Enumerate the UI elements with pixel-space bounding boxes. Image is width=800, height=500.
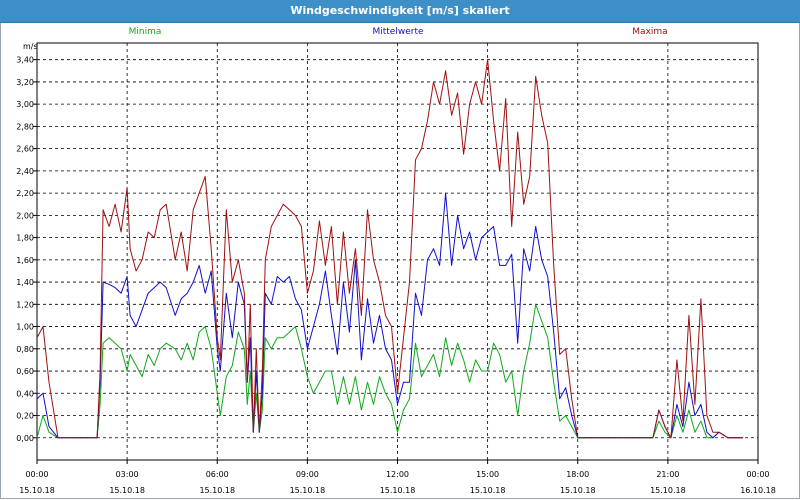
x-tick-time-label: 00:00 [746, 470, 769, 479]
window-title-bar: Windgeschwindigkeit [m/s] skaliert [0, 0, 800, 23]
y-tick-label: 1,00 [16, 323, 34, 332]
x-tick-date-label: 15.10.18 [650, 486, 686, 495]
series-line-minima [36, 303, 743, 439]
y-tick-label: 2,80 [16, 122, 34, 131]
axes: 0,00 0,20 0,40 0,60 0,80 1,00 1,20 1,40 1,60 1,80… [16, 56, 776, 495]
y-tick-label: 1,20 [16, 300, 34, 309]
y-tick-label: 0,60 [16, 367, 34, 376]
y-tick-label: 0,80 [16, 345, 34, 354]
series-line-maxima [36, 59, 743, 439]
y-tick-label: 3,20 [16, 78, 34, 87]
x-tick-time-label: 21:00 [656, 470, 679, 479]
x-tick-time-label: 12:00 [386, 470, 409, 479]
series-line-mittelwerte [36, 192, 743, 439]
x-tick-time-label: 06:00 [206, 470, 229, 479]
legend-entry-mittelwerte: Mittelwerte [372, 27, 423, 37]
y-tick-label: 0,40 [16, 389, 34, 398]
x-tick-time-label: 09:00 [296, 470, 319, 479]
x-tick-time-label: 18:00 [566, 470, 589, 479]
x-tick-time-label: 15:00 [476, 470, 499, 479]
y-tick-label: 2,40 [16, 167, 34, 176]
y-tick-label: 3,00 [16, 100, 34, 109]
x-tick-time-label: 00:00 [25, 470, 48, 479]
x-tick-date-label: 15.10.18 [109, 486, 145, 495]
x-tick-date-label: 15.10.18 [19, 486, 55, 495]
legend-entry-maxima: Maxima [632, 27, 667, 37]
y-tick-label: 1,80 [16, 234, 34, 243]
y-tick-label: 1,60 [16, 256, 34, 265]
y-tick-label: 3,40 [16, 56, 34, 65]
x-tick-date-label: 15.10.18 [470, 486, 506, 495]
y-tick-label: 0,00 [16, 434, 34, 443]
x-tick-date-label: 16.10.18 [740, 486, 776, 495]
y-axis-unit-label: m/s [23, 42, 38, 51]
x-tick-date-label: 15.10.18 [199, 486, 235, 495]
y-tick-label: 2,20 [16, 189, 34, 198]
series-lines [36, 59, 743, 439]
x-tick-date-label: 15.10.18 [560, 486, 596, 495]
x-tick-time-label: 03:00 [116, 470, 139, 479]
y-tick-label: 2,00 [16, 211, 34, 220]
window-title: Windgeschwindigkeit [m/s] skaliert [290, 4, 510, 17]
legend-entry-minima: Minima [129, 27, 162, 37]
grid [37, 43, 758, 460]
y-tick-label: 2,60 [16, 145, 34, 154]
y-tick-label: 1,40 [16, 278, 34, 287]
x-tick-date-label: 15.10.18 [380, 486, 416, 495]
x-tick-date-label: 15.10.18 [290, 486, 326, 495]
y-tick-label: 0,20 [16, 412, 34, 421]
